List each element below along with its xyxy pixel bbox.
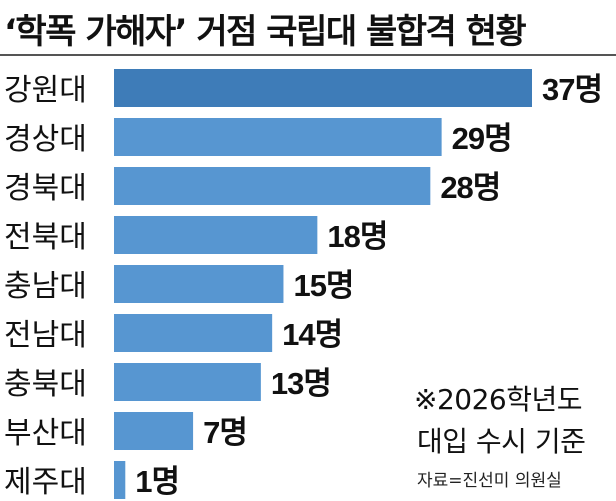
bar — [114, 461, 126, 499]
category-label: 충북대 — [4, 367, 87, 402]
value-label: 37명 — [542, 72, 602, 107]
category-label: 전남대 — [4, 318, 87, 353]
bar — [114, 118, 442, 156]
value-label: 18명 — [327, 219, 387, 254]
note-year: ※2026학년도 — [414, 383, 583, 416]
value-label: 7명 — [203, 415, 247, 450]
category-label: 강원대 — [4, 73, 87, 108]
value-label: 13명 — [271, 366, 331, 401]
value-label: 1명 — [135, 464, 179, 499]
category-label: 경상대 — [4, 122, 87, 157]
value-label: 15명 — [293, 268, 353, 303]
bar — [114, 314, 273, 352]
note-basis: 대입 수시 기준 — [417, 425, 586, 458]
category-label: 충남대 — [4, 269, 87, 304]
bar — [114, 167, 431, 205]
value-label: 14명 — [282, 317, 342, 352]
category-label: 부산대 — [4, 416, 87, 451]
title-divider — [0, 54, 616, 56]
bar — [114, 69, 532, 107]
source-credit: 자료=진선미 의원실 — [417, 471, 562, 491]
chart-title: ‘학폭 가해자’ 거점 국립대 불합격 현황 — [4, 12, 527, 52]
category-label: 제주대 — [4, 465, 87, 500]
bar — [114, 216, 318, 254]
bar — [114, 265, 284, 303]
value-label: 29명 — [452, 121, 512, 156]
category-label: 전북대 — [4, 220, 87, 255]
value-label: 28명 — [440, 170, 500, 205]
bar — [114, 363, 261, 401]
category-label: 경북대 — [4, 171, 87, 206]
bar — [114, 412, 194, 450]
